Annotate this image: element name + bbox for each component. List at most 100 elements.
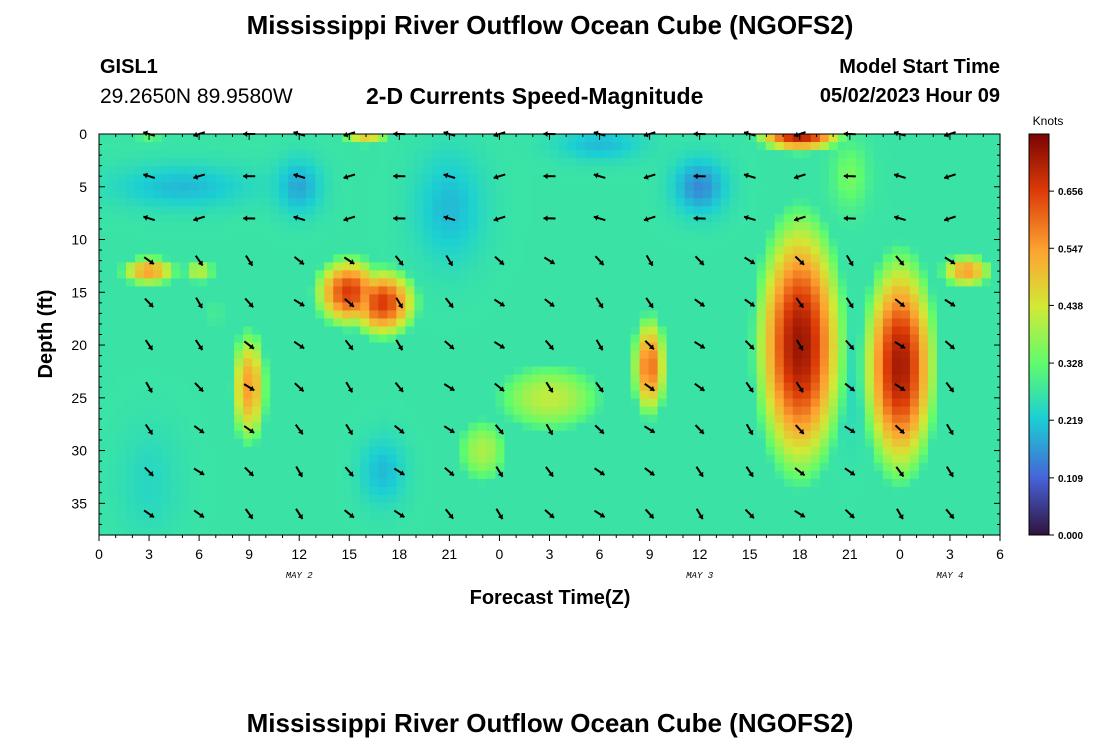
heatmap-cell [297, 174, 307, 183]
heatmap-cell [423, 286, 433, 295]
heatmap-cell [747, 166, 758, 175]
heatmap-cell [648, 174, 659, 183]
heatmap-cell [963, 270, 974, 279]
heatmap-cell [828, 278, 839, 287]
heatmap-cell [144, 438, 154, 448]
heatmap-cell [819, 222, 830, 231]
heatmap-cell [117, 446, 127, 456]
heatmap-cell [423, 422, 433, 432]
heatmap-cell [369, 150, 379, 159]
heatmap-cell [927, 446, 938, 456]
heatmap-cell [828, 478, 839, 488]
heatmap-cell [657, 174, 668, 183]
heatmap-cell [990, 334, 1001, 344]
heatmap-cell [639, 206, 650, 215]
heatmap-cell [189, 454, 199, 464]
heatmap-cell [702, 454, 713, 464]
heatmap-cell [855, 406, 866, 416]
heatmap-cell [756, 142, 767, 151]
heatmap-cell [693, 278, 704, 287]
heatmap-cell [882, 526, 893, 536]
heatmap-cell [99, 278, 109, 287]
heatmap-cell [513, 414, 524, 424]
heatmap-cell [846, 462, 857, 472]
heatmap-cell [270, 198, 280, 207]
heatmap-cell [522, 374, 533, 384]
heatmap-cell [144, 238, 154, 247]
heatmap-cell [693, 374, 704, 384]
heatmap-cell [675, 494, 686, 504]
heatmap-cell [936, 446, 947, 456]
heatmap-cell [720, 350, 731, 360]
heatmap-cell [558, 526, 569, 536]
heatmap-cell [468, 134, 479, 143]
heatmap-cell [648, 326, 659, 336]
heatmap-cell [135, 414, 145, 424]
heatmap-cell [234, 246, 244, 255]
heatmap-cell [432, 198, 442, 207]
heatmap-cell [243, 150, 253, 159]
heatmap-cell [234, 214, 244, 223]
heatmap-cell [135, 278, 145, 287]
heatmap-cell [396, 358, 406, 368]
heatmap-cell [684, 446, 695, 456]
heatmap-cell [387, 358, 397, 368]
heatmap-cell [576, 134, 587, 143]
heatmap-cell [891, 478, 902, 488]
heatmap-cell [864, 294, 875, 304]
heatmap-cell [117, 422, 127, 432]
heatmap-cell [846, 182, 857, 191]
heatmap-cell [153, 294, 163, 304]
heatmap-cell [648, 486, 659, 496]
heatmap-cell [198, 494, 208, 504]
heatmap-cell [351, 430, 361, 440]
heatmap-cell [306, 174, 316, 183]
heatmap-cell [558, 310, 569, 320]
heatmap-cell [504, 398, 515, 408]
heatmap-cell [612, 446, 623, 456]
heatmap-cell [162, 422, 172, 432]
heatmap-cell [351, 294, 361, 304]
heatmap-cell [873, 334, 884, 344]
heatmap-cell [603, 374, 614, 384]
heatmap-cell [414, 470, 424, 480]
heatmap-cell [648, 246, 659, 255]
heatmap-cell [702, 374, 713, 384]
heatmap-cell [684, 358, 695, 368]
heatmap-cell [639, 502, 650, 512]
heatmap-cell [648, 198, 659, 207]
heatmap-cell [495, 158, 506, 167]
heatmap-cell [540, 246, 551, 255]
heatmap-cell [306, 502, 316, 512]
model-start-label: Model Start Time [839, 56, 1000, 78]
heatmap-cell [954, 318, 965, 328]
heatmap-cell [945, 390, 956, 400]
heatmap-cell [432, 526, 442, 536]
heatmap-cell [828, 502, 839, 512]
heatmap-cell [414, 462, 424, 472]
heatmap-cell [189, 334, 199, 344]
heatmap-cell [468, 246, 479, 255]
heatmap-cell [720, 158, 731, 167]
heatmap-cell [288, 246, 298, 255]
heatmap-cell [612, 206, 623, 215]
heatmap-cell [909, 262, 920, 271]
heatmap-cell [261, 294, 271, 304]
heatmap-cell [702, 446, 713, 456]
heatmap-cell [936, 134, 947, 143]
heatmap-cell [810, 190, 821, 199]
heatmap-cell [306, 318, 316, 328]
heatmap-cell [864, 414, 875, 424]
heatmap-cell [432, 494, 442, 504]
heatmap-cell [432, 238, 442, 247]
heatmap-cell [918, 230, 929, 239]
heatmap-cell [459, 414, 470, 424]
heatmap-cell [144, 310, 154, 320]
heatmap-cell [126, 390, 136, 400]
heatmap-cell [225, 358, 235, 368]
heatmap-cell [126, 366, 136, 376]
heatmap-cell [963, 438, 974, 448]
heatmap-cell [909, 278, 920, 287]
heatmap-cell [810, 462, 821, 472]
heatmap-cell [360, 310, 370, 320]
